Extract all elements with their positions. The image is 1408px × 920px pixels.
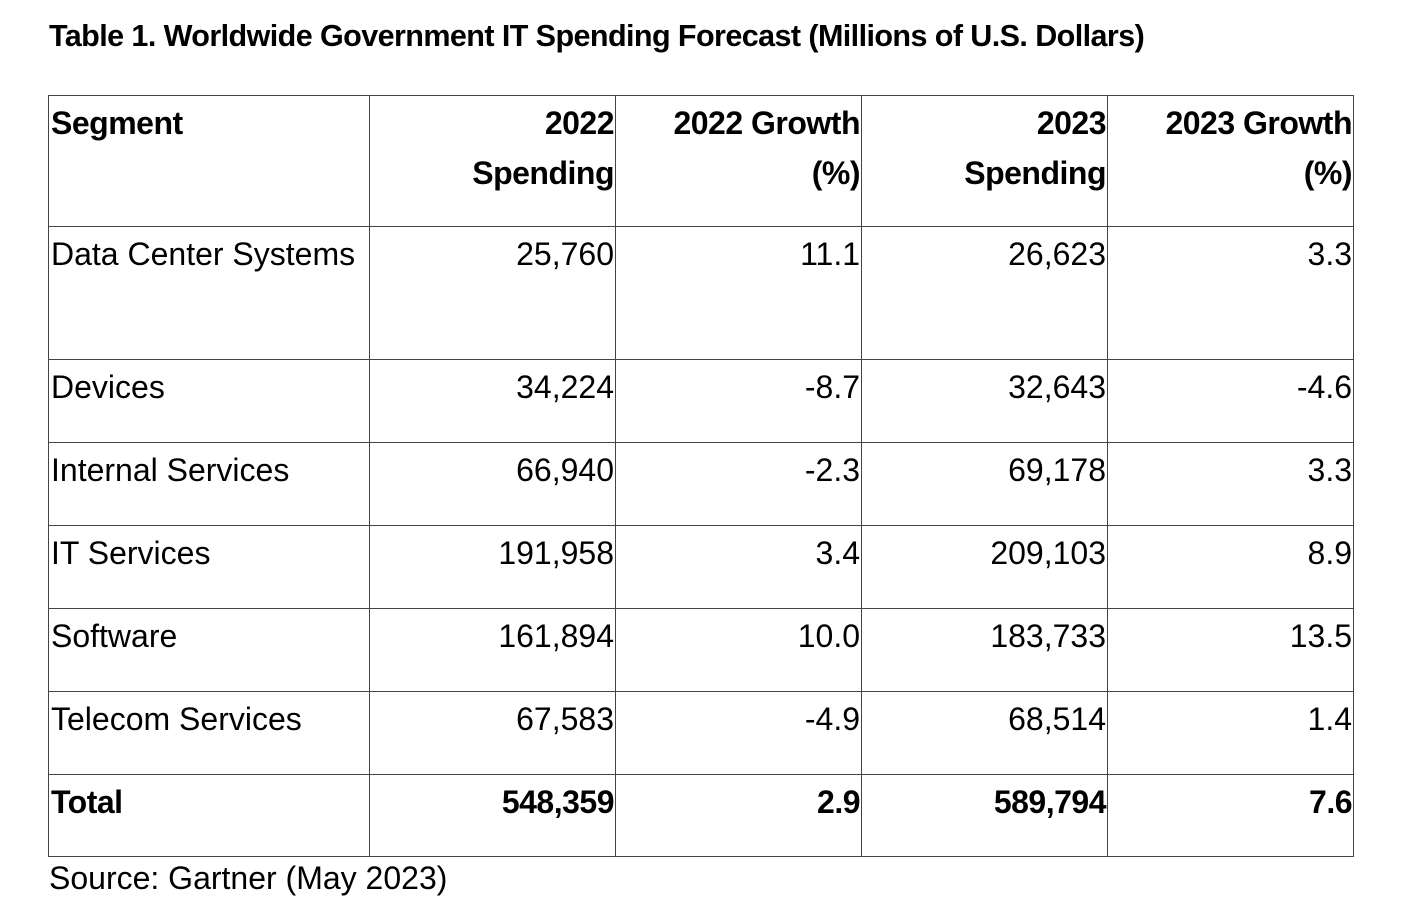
table-row: Telecom Services 67,583 -4.9 68,514 1.4 [48,691,1354,775]
cell-2023-growth: 3.3 [1107,442,1354,526]
table-row: Data Center Systems 25,760 11.1 26,623 3… [48,226,1354,360]
spending-table: Segment 2022 Spending 2022 Growth (%) 20… [48,95,1354,857]
cell-segment: Devices [48,359,370,443]
cell-2023-growth: -4.6 [1107,359,1354,443]
cell-2022-growth: -4.9 [615,691,862,775]
cell-2022-growth: 3.4 [615,525,862,609]
total-label: Total [48,774,370,857]
cell-2023-spending: 26,623 [861,226,1108,360]
cell-2022-spending: 67,583 [369,691,616,775]
table-row: Devices 34,224 -8.7 32,643 -4.6 [48,359,1354,443]
header-2023-spending-line1: 2023 [1036,105,1107,141]
header-2022-growth: 2022 Growth (%) [615,95,862,227]
cell-2023-growth: 13.5 [1107,608,1354,692]
header-row: Segment 2022 Spending 2022 Growth (%) 20… [48,95,1354,227]
cell-2023-spending: 32,643 [861,359,1108,443]
cell-2022-spending: 66,940 [369,442,616,526]
header-2022-spending-line2: Spending [472,155,614,191]
cell-2022-spending: 34,224 [369,359,616,443]
header-2022-spending-line1: 2022 [544,105,615,141]
cell-2022-spending: 25,760 [369,226,616,360]
cell-2023-growth: 1.4 [1107,691,1354,775]
header-2023-spending: 2023 Spending [861,95,1108,227]
cell-segment: Software [48,608,370,692]
cell-2022-growth: 11.1 [615,226,862,360]
header-2022-growth-line1: 2022 Growth [673,105,860,141]
cell-2023-growth: 8.9 [1107,525,1354,609]
cell-segment: Internal Services [48,442,370,526]
header-2023-growth-line1: 2023 Growth [1165,105,1352,141]
header-2023-growth: 2023 Growth (%) [1107,95,1354,227]
cell-2022-growth: 10.0 [615,608,862,692]
total-2022-spending: 548,359 [369,774,616,857]
header-2022-growth-line2: (%) [811,155,861,191]
total-2023-spending: 589,794 [861,774,1108,857]
cell-2022-spending: 161,894 [369,608,616,692]
cell-2023-spending: 183,733 [861,608,1108,692]
header-2023-spending-line2: Spending [964,155,1106,191]
table-title: Table 1. Worldwide Government IT Spendin… [49,18,1145,53]
cell-2023-spending: 69,178 [861,442,1108,526]
header-segment: Segment [48,95,370,227]
cell-2023-spending: 209,103 [861,525,1108,609]
table-row: Software 161,894 10.0 183,733 13.5 [48,608,1354,692]
header-2023-growth-line2: (%) [1303,155,1353,191]
table-row: IT Services 191,958 3.4 209,103 8.9 [48,525,1354,609]
total-row: Total 548,359 2.9 589,794 7.6 [48,774,1354,857]
cell-2022-spending: 191,958 [369,525,616,609]
header-2022-spending: 2022 Spending [369,95,616,227]
cell-segment: Data Center Systems [48,226,370,360]
cell-2022-growth: -2.3 [615,442,862,526]
total-2022-growth: 2.9 [615,774,862,857]
total-2023-growth: 7.6 [1107,774,1354,857]
cell-2023-spending: 68,514 [861,691,1108,775]
cell-segment: IT Services [48,525,370,609]
table-row: Internal Services 66,940 -2.3 69,178 3.3 [48,442,1354,526]
source-note: Source: Gartner (May 2023) [49,860,448,896]
header-segment-line1: Segment [51,105,183,141]
cell-segment: Telecom Services [48,691,370,775]
cell-2023-growth: 3.3 [1107,226,1354,360]
cell-2022-growth: -8.7 [615,359,862,443]
